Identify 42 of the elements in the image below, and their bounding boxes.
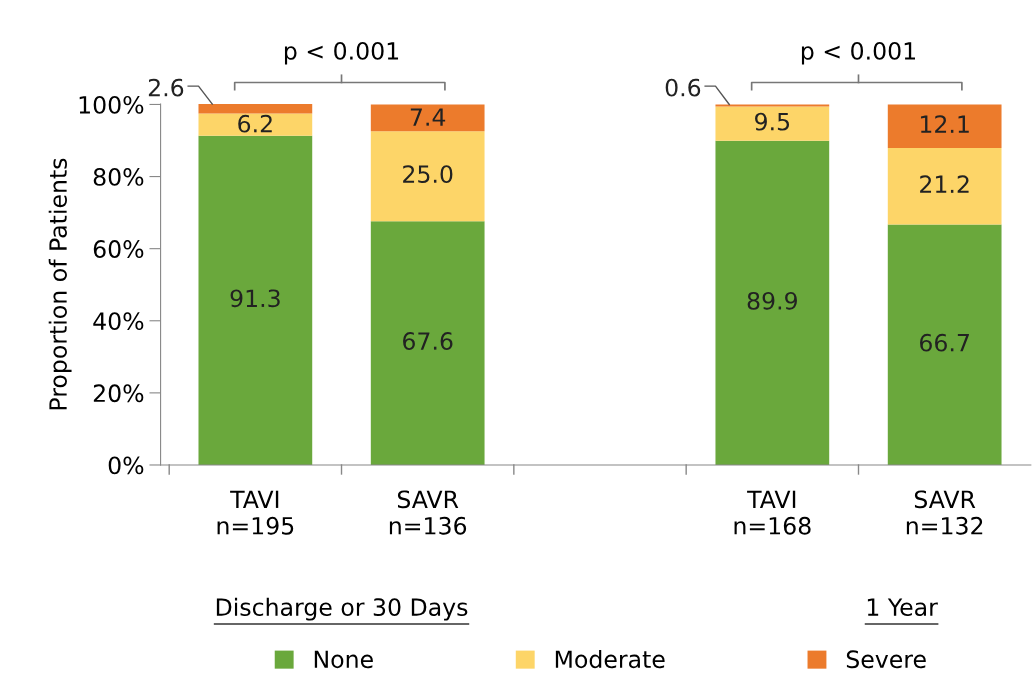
y-tick-label: 0% xyxy=(108,456,144,475)
bar xyxy=(887,224,1002,465)
data-label: 25.0 xyxy=(403,165,453,184)
y-tick-label: 40% xyxy=(93,312,144,331)
data-label: 2.6 xyxy=(148,78,184,97)
bar xyxy=(887,148,1002,225)
x-tick-label: TAVI n=168 xyxy=(734,490,811,535)
x-tick-label: SAVR n=136 xyxy=(389,490,467,535)
data-label: 12.1 xyxy=(920,115,969,133)
legend-label: None xyxy=(314,650,373,669)
data-label: 21.2 xyxy=(920,175,969,193)
x-tick-label: TAVI n=195 xyxy=(217,490,294,535)
bar xyxy=(715,140,830,465)
bar xyxy=(715,106,830,141)
bar xyxy=(198,104,313,114)
data-label: 91.3 xyxy=(230,289,280,308)
data-label: 0.6 xyxy=(665,78,701,97)
legend-label: Severe xyxy=(846,650,926,669)
data-label: 67.6 xyxy=(403,332,453,350)
data-label: 66.7 xyxy=(920,333,969,352)
text: Discharge or 30 Days xyxy=(216,597,468,621)
bar xyxy=(198,135,313,465)
text: p < 0.001 xyxy=(801,42,915,65)
y-tick-label: 20% xyxy=(93,384,144,403)
data-label: 7.4 xyxy=(410,108,446,126)
bar xyxy=(715,104,830,107)
y-tick-label: 60% xyxy=(93,240,144,258)
bar xyxy=(370,131,485,222)
y-tick-label: 100% xyxy=(79,95,144,114)
data-label: 9.5 xyxy=(755,112,790,131)
data-label: 6.2 xyxy=(238,114,272,133)
bar xyxy=(198,113,313,136)
text: 1 Year xyxy=(867,598,938,617)
data-label: 89.9 xyxy=(747,291,797,310)
bar xyxy=(370,104,485,132)
text: p < 0.001 xyxy=(284,42,399,65)
bar xyxy=(887,104,1002,149)
legend-label: Moderate xyxy=(555,649,665,669)
y-axis-title: Proportion of Patients xyxy=(48,158,72,410)
x-tick-label: SAVR n=132 xyxy=(906,490,983,535)
bar xyxy=(370,221,485,465)
y-tick-label: 80% xyxy=(93,168,144,186)
